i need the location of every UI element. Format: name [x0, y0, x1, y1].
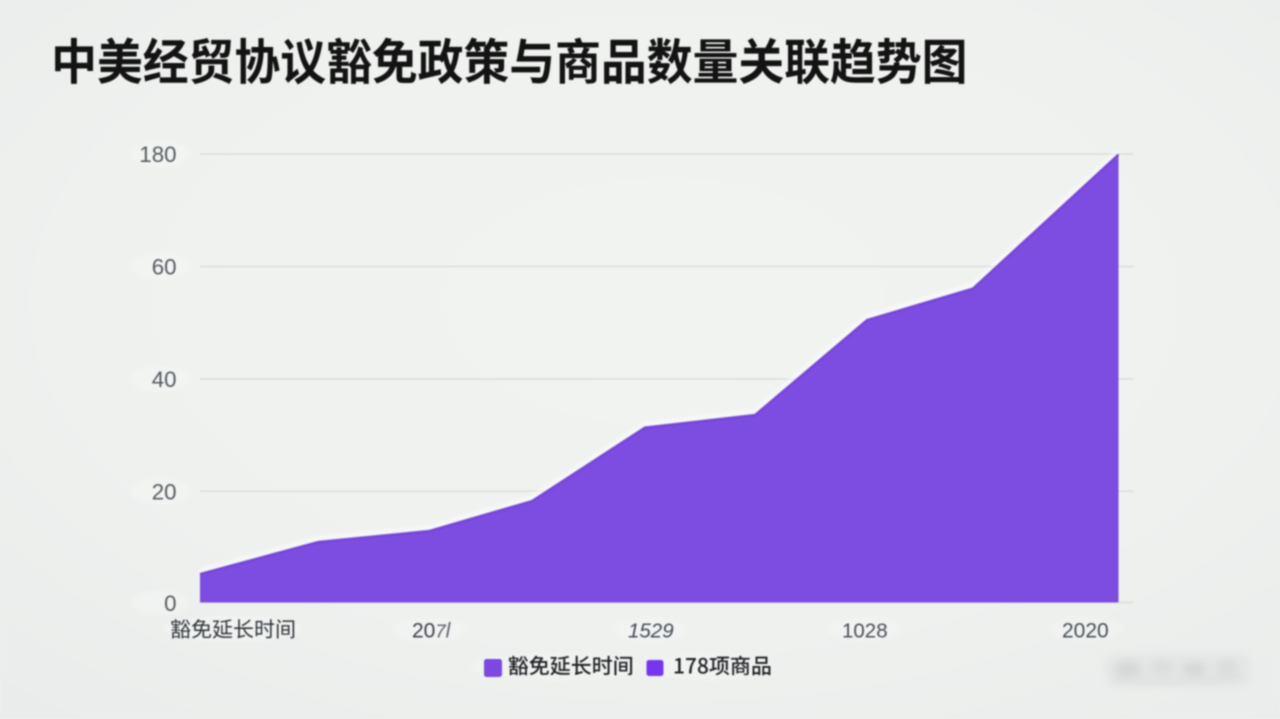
- svg-text:1529: 1529: [628, 620, 674, 643]
- svg-text:2020: 2020: [1062, 620, 1109, 643]
- svg-text:207l: 207l: [412, 620, 452, 643]
- svg-text:180: 180: [139, 142, 176, 167]
- svg-text:20: 20: [152, 479, 177, 504]
- svg-text:40: 40: [152, 367, 177, 392]
- svg-text:60: 60: [152, 255, 177, 280]
- svg-text:1028: 1028: [842, 620, 888, 643]
- svg-text:0: 0: [164, 591, 176, 616]
